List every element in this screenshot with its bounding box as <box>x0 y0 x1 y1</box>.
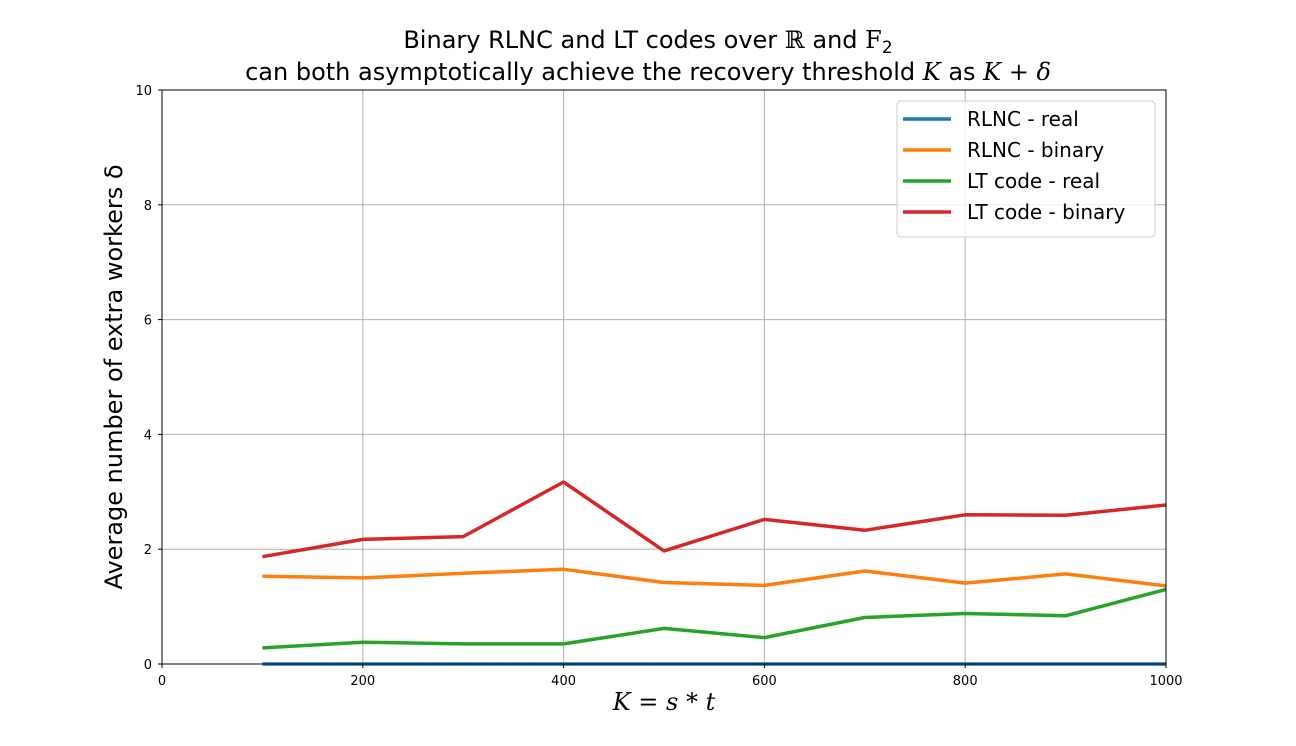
y-tick-label: 10 <box>135 84 152 99</box>
chart-title-line-1: Binary RLNC and LT codes over ℝ and F2 <box>403 26 893 58</box>
legend-box <box>896 100 1156 238</box>
y-tick-label: 8 <box>144 199 152 214</box>
x-tick-label: 0 <box>158 674 166 689</box>
x-tick-label: 1000 <box>1149 674 1182 689</box>
y-axis-label: Average number of extra workers δ <box>100 164 128 590</box>
series-lines <box>262 480 1167 666</box>
legend-label-4: LT code - binary <box>967 200 1126 224</box>
x-tick-label: 400 <box>551 674 576 689</box>
legend: RLNC - real RLNC - binary LT code - real LT… <box>896 100 1156 238</box>
y-tick-label: 0 <box>144 658 152 673</box>
y-tick-label: 2 <box>144 543 152 558</box>
series-line-2 <box>262 567 1167 588</box>
chart-title-line-2: can both asymptotically achieve the reco… <box>245 58 1051 86</box>
x-tick-label: 800 <box>953 674 978 689</box>
axis-ticks: 0 200 400 600 800 1000 0 2 4 6 8 10 <box>135 84 1182 689</box>
legend-label-3: LT code - real <box>967 169 1100 193</box>
x-tick-label: 600 <box>752 674 777 689</box>
series-line-3 <box>262 587 1167 650</box>
x-axis-label: K = s * t <box>612 688 716 716</box>
real-field-symbol: ℝ <box>784 26 805 54</box>
plot-frame <box>161 89 1167 665</box>
legend-label-1: RLNC - real <box>967 107 1079 131</box>
y-tick-label: 6 <box>144 314 152 329</box>
y-tick-label: 4 <box>144 428 152 443</box>
legend-label-2: RLNC - binary <box>967 138 1104 162</box>
x-tick-label: 200 <box>350 674 375 689</box>
series-line-4 <box>262 480 1167 559</box>
binary-field-symbol: F <box>865 26 882 54</box>
